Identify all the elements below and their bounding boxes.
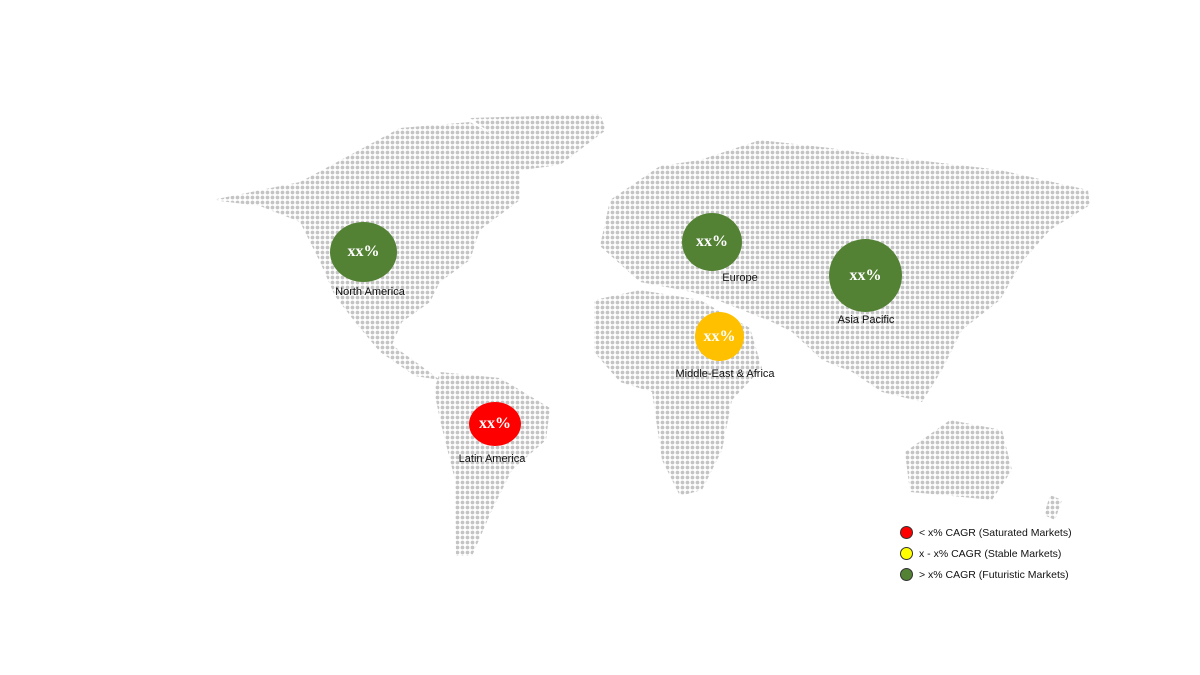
region-bubble-middle-east-africa: xx%: [695, 312, 744, 361]
legend-label: < x% CAGR (Saturated Markets): [919, 526, 1072, 539]
region-label-latin-america: Latin America: [458, 453, 526, 465]
legend-label: x - x% CAGR (Stable Markets): [919, 547, 1062, 560]
legend-label: > x% CAGR (Futuristic Markets): [919, 568, 1069, 581]
continent-australia: [905, 420, 1012, 500]
continent-south-america: [434, 372, 550, 556]
legend-item-saturated: < x% CAGR (Saturated Markets): [900, 522, 1072, 543]
legend: < x% CAGR (Saturated Markets) x - x% CAG…: [900, 522, 1072, 585]
region-bubble-asia-pacific: xx%: [829, 239, 902, 312]
legend-item-stable: x - x% CAGR (Stable Markets): [900, 543, 1072, 564]
red-circle-icon: [900, 526, 913, 539]
region-bubble-north-america: xx%: [330, 222, 397, 282]
green-circle-icon: [900, 568, 913, 581]
region-bubble-latin-america: xx%: [469, 402, 521, 446]
region-label-north-america: North America: [335, 286, 405, 298]
region-bubble-europe: xx%: [682, 213, 742, 271]
region-label-asia-pacific: Asia Pacific: [837, 314, 895, 326]
yellow-circle-icon: [900, 547, 913, 560]
continent-greenland: [470, 114, 606, 170]
island-new-zealand: [1044, 495, 1062, 520]
legend-item-futuristic: > x% CAGR (Futuristic Markets): [900, 564, 1072, 585]
region-label-middle-east-africa: Middle-East & Africa: [675, 368, 775, 380]
region-label-europe: Europe: [722, 272, 758, 284]
